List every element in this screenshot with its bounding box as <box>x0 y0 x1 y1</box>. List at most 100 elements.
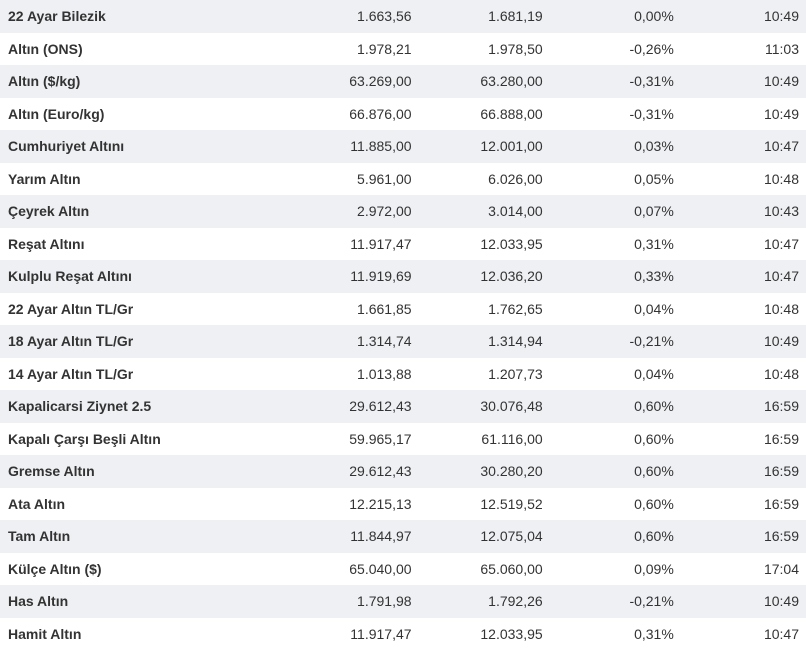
instrument-name[interactable]: Altın ($/kg) <box>0 65 283 98</box>
instrument-name[interactable]: 22 Ayar Bilezik <box>0 0 283 33</box>
table-row[interactable]: Çeyrek Altın 2.972,00 3.014,00 0,07% 10:43 <box>0 195 806 228</box>
sell-price: 30.280,20 <box>411 455 543 488</box>
buy-price: 65.040,00 <box>282 552 412 585</box>
instrument-name[interactable]: Külçe Altın ($) <box>0 552 283 585</box>
table-row[interactable]: Külçe Altın ($) 65.040,00 65.060,00 0,09% 17… <box>0 552 806 585</box>
table-row[interactable]: Ata Altın 12.215,13 12.519,52 0,60% 16:59 <box>0 487 806 520</box>
instrument-name[interactable]: 22 Ayar Altın TL/Gr <box>0 292 283 325</box>
table-row[interactable]: Gremse Altın 29.612,43 30.280,20 0,60% 16:59 <box>0 455 806 488</box>
change-percent: 0,04% <box>542 357 674 390</box>
buy-price: 1.791,98 <box>282 585 412 618</box>
instrument-name[interactable]: 18 Ayar Altın TL/Gr <box>0 325 283 358</box>
instrument-name[interactable]: Çeyrek Altın <box>0 195 283 228</box>
table-row[interactable]: Hamit Altın 11.917,47 12.033,95 0,31% 10:47 <box>0 617 806 650</box>
sell-price: 6.026,00 <box>411 162 543 195</box>
buy-price: 29.612,43 <box>282 455 412 488</box>
table-row[interactable]: Yarım Altın 5.961,00 6.026,00 0,05% 10:48 <box>0 162 806 195</box>
buy-price: 1.661,85 <box>282 292 412 325</box>
buy-price: 11.844,97 <box>282 520 412 553</box>
sell-price: 65.060,00 <box>411 552 543 585</box>
change-percent: 0,60% <box>542 390 674 423</box>
change-percent: 0,33% <box>542 260 674 293</box>
sell-price: 1.978,50 <box>411 32 543 65</box>
update-time: 10:49 <box>673 585 806 618</box>
buy-price: 11.917,47 <box>282 227 412 260</box>
table-row[interactable]: Cumhuriyet Altını 11.885,00 12.001,00 0,03%… <box>0 130 806 163</box>
table-row[interactable]: Altın (ONS) 1.978,21 1.978,50 -0,26% 11:03 <box>0 32 806 65</box>
update-time: 16:59 <box>673 422 806 455</box>
instrument-name[interactable]: Reşat Altını <box>0 227 283 260</box>
sell-price: 1.681,19 <box>411 0 543 33</box>
buy-price: 66.876,00 <box>282 97 412 130</box>
change-percent: 0,60% <box>542 487 674 520</box>
instrument-name[interactable]: Has Altın <box>0 585 283 618</box>
update-time: 10:49 <box>673 325 806 358</box>
change-percent: -0,31% <box>542 65 674 98</box>
instrument-name[interactable]: Altın (ONS) <box>0 32 283 65</box>
change-percent: -0,31% <box>542 97 674 130</box>
sell-price: 12.036,20 <box>411 260 543 293</box>
sell-price: 1.762,65 <box>411 292 543 325</box>
update-time: 10:48 <box>673 357 806 390</box>
change-percent: 0,60% <box>542 455 674 488</box>
instrument-name[interactable]: Kapalicarsi Ziynet 2.5 <box>0 390 283 423</box>
instrument-name[interactable]: Yarım Altın <box>0 162 283 195</box>
instrument-name[interactable]: Altın (Euro/kg) <box>0 97 283 130</box>
table-row[interactable]: 14 Ayar Altın TL/Gr 1.013,88 1.207,73 0,04%… <box>0 357 806 390</box>
table-row[interactable]: Kulplu Reşat Altını 11.919,69 12.036,20 0,3… <box>0 260 806 293</box>
update-time: 10:49 <box>673 0 806 33</box>
sell-price: 3.014,00 <box>411 195 543 228</box>
table-row[interactable]: Altın (Euro/kg) 66.876,00 66.888,00 -0,31% 1… <box>0 97 806 130</box>
change-percent: -0,21% <box>542 585 674 618</box>
instrument-name[interactable]: Tam Altın <box>0 520 283 553</box>
sell-price: 1.792,26 <box>411 585 543 618</box>
change-percent: 0,60% <box>542 520 674 553</box>
instrument-name[interactable]: Hamit Altın <box>0 617 283 650</box>
change-percent: 0,31% <box>542 227 674 260</box>
change-percent: 0,03% <box>542 130 674 163</box>
table-row[interactable]: Kapalicarsi Ziynet 2.5 29.612,43 30.076,48… <box>0 390 806 423</box>
instrument-name[interactable]: Cumhuriyet Altını <box>0 130 283 163</box>
update-time: 10:47 <box>673 617 806 650</box>
buy-price: 1.663,56 <box>282 0 412 33</box>
update-time: 16:59 <box>673 390 806 423</box>
buy-price: 29.612,43 <box>282 390 412 423</box>
change-percent: 0,07% <box>542 195 674 228</box>
update-time: 10:47 <box>673 260 806 293</box>
buy-price: 1.314,74 <box>282 325 412 358</box>
instrument-name[interactable]: 14 Ayar Altın TL/Gr <box>0 357 283 390</box>
instrument-name[interactable]: Kulplu Reşat Altını <box>0 260 283 293</box>
table-row[interactable]: Tam Altın 11.844,97 12.075,04 0,60% 16:59 <box>0 520 806 553</box>
sell-price: 12.033,95 <box>411 227 543 260</box>
sell-price: 66.888,00 <box>411 97 543 130</box>
buy-price: 63.269,00 <box>282 65 412 98</box>
sell-price: 12.075,04 <box>411 520 543 553</box>
buy-price: 11.885,00 <box>282 130 412 163</box>
table-row[interactable]: Reşat Altını 11.917,47 12.033,95 0,31% 10:47 <box>0 227 806 260</box>
table-row[interactable]: 22 Ayar Bilezik 1.663,56 1.681,19 0,00% 10:4… <box>0 0 806 33</box>
change-percent: 0,00% <box>542 0 674 33</box>
instrument-name[interactable]: Gremse Altın <box>0 455 283 488</box>
buy-price: 2.972,00 <box>282 195 412 228</box>
table-row[interactable]: Has Altın 1.791,98 1.792,26 -0,21% 10:49 <box>0 585 806 618</box>
buy-price: 11.917,47 <box>282 617 412 650</box>
table-row[interactable]: Kapalı Çarşı Beşli Altın 59.965,17 61.116,… <box>0 422 806 455</box>
table-row[interactable]: 18 Ayar Altın TL/Gr 1.314,74 1.314,94 -0,21… <box>0 325 806 358</box>
sell-price: 12.033,95 <box>411 617 543 650</box>
update-time: 17:04 <box>673 552 806 585</box>
change-percent: 0,31% <box>542 617 674 650</box>
instrument-name[interactable]: Ata Altın <box>0 487 283 520</box>
table-row[interactable]: Altın ($/kg) 63.269,00 63.280,00 -0,31% 10:4… <box>0 65 806 98</box>
update-time: 10:48 <box>673 162 806 195</box>
change-percent: 0,05% <box>542 162 674 195</box>
update-time: 10:48 <box>673 292 806 325</box>
table-row[interactable]: 22 Ayar Altın TL/Gr 1.661,85 1.762,65 0,04%… <box>0 292 806 325</box>
buy-price: 59.965,17 <box>282 422 412 455</box>
update-time: 16:59 <box>673 455 806 488</box>
change-percent: 0,09% <box>542 552 674 585</box>
instrument-name[interactable]: Kapalı Çarşı Beşli Altın <box>0 422 283 455</box>
buy-price: 1.013,88 <box>282 357 412 390</box>
change-percent: 0,60% <box>542 422 674 455</box>
sell-price: 1.207,73 <box>411 357 543 390</box>
